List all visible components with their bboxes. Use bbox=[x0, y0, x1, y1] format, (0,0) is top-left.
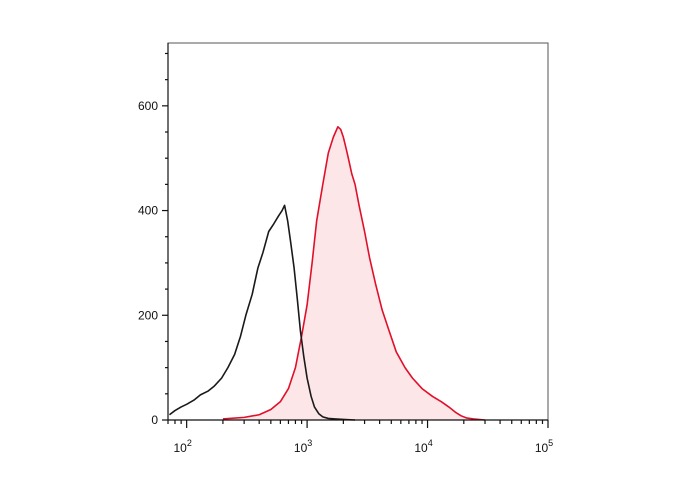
x-tick-label: 103 bbox=[294, 438, 312, 455]
x-tick-label: 102 bbox=[173, 438, 191, 455]
series-2-area bbox=[222, 126, 486, 420]
y-tick-label: 200 bbox=[138, 308, 158, 322]
y-tick-label: 600 bbox=[138, 99, 158, 113]
series-1-line bbox=[168, 204, 356, 421]
series-2-line bbox=[222, 125, 486, 421]
y-axis-ticks: 0 200 400 600 bbox=[138, 52, 168, 427]
series-layer bbox=[168, 125, 486, 421]
y-tick-label: 0 bbox=[151, 413, 158, 427]
x-tick-label: 104 bbox=[414, 438, 432, 455]
y-tick-label: 400 bbox=[138, 204, 158, 218]
series-2 bbox=[222, 125, 486, 421]
series-1 bbox=[168, 204, 356, 421]
x-tick-label: 105 bbox=[535, 438, 553, 455]
x-axis-ticks: 102 103 104 105 bbox=[167, 420, 553, 455]
